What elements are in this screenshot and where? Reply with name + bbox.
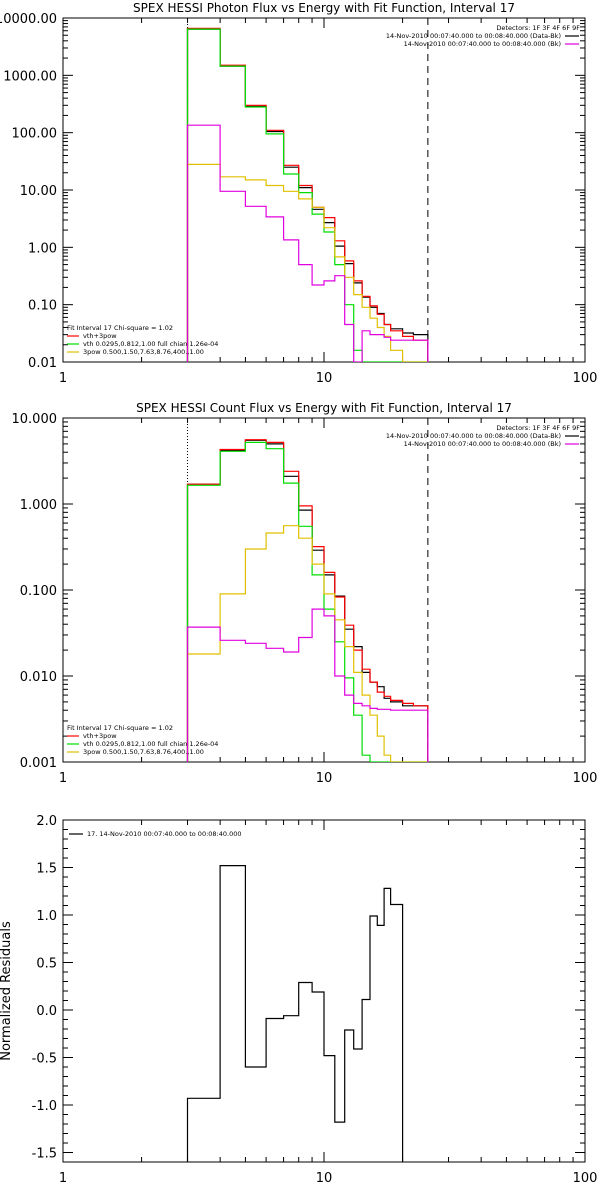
chart-title: SPEX HESSI Count Flux vs Energy with Fit… (136, 401, 512, 415)
y-tick-label: 0.001 (20, 756, 57, 771)
chart-title: SPEX HESSI Photon Flux vs Energy with Fi… (133, 1, 515, 15)
legend-entry: vth+3pow (83, 732, 117, 740)
y-tick-label: 100.00 (12, 127, 58, 142)
y-tick-label: 1.0 (36, 909, 57, 924)
series-line-vth-3pow (186, 27, 429, 362)
y-tick-label: 0.100 (20, 584, 57, 599)
x-tick-label: 100 (573, 771, 598, 786)
series-line-data-bk (186, 439, 429, 762)
x-tick-label: 100 (573, 371, 598, 386)
legend-entry: 14-Nov-2010 00:07:40.000 to 00:08:40.000… (386, 32, 561, 40)
series-line--bk- (186, 124, 429, 362)
x-tick-label: 1 (59, 1171, 67, 1186)
series-line-3pow (186, 163, 428, 362)
legend-entry: 14-Nov-2010 00:07:40.000 to 00:08:40.000… (404, 440, 561, 448)
series-line-3pow (186, 525, 428, 762)
legend-entry: vth+3pow (83, 332, 117, 340)
chart-3: 1 10 100 2.0 1.5 1.0 0.5 0.0 -0.5 -1.0 -1.5 Normali… (0, 814, 597, 1186)
chart-1: SPEX HESSI Photon Flux vs Energy with Fi… (0, 1, 597, 386)
y-tick-label: 0.010 (20, 670, 57, 685)
x-tick-label: 10 (316, 771, 333, 786)
plot-frame (62, 819, 586, 1163)
legend-entry: 14-Nov-2010 00:07:40.000 to 00:08:40.000… (404, 40, 561, 48)
y-tick-label: -0.5 (32, 1052, 57, 1067)
legend-entry: 14-Nov-2010 00:07:40.000 to 00:08:40.000… (386, 432, 561, 440)
x-tick-label: 1 (59, 771, 67, 786)
series-line-vth-3pow (186, 439, 429, 762)
y-tick-label: 1.00 (28, 241, 57, 256)
series-line-vth (186, 441, 428, 762)
series-line-vth (186, 28, 428, 362)
legend-entry: Detectors: 1F 3F 4F 6F 9F (496, 424, 580, 432)
series-line-17-14-nov-2010-00-07-40-000-to-00-08-40-000 (186, 865, 404, 1162)
y-tick-label: 10.000 (12, 412, 58, 427)
legend-entry: Fit Interval 17 Chi-square = 1.02 (67, 324, 173, 332)
legend-entry: Fit Interval 17 Chi-square = 1.02 (67, 724, 173, 732)
legend-entry: Detectors: 1F 3F 4F 6F 9F (496, 24, 580, 32)
y-tick-label: 2.0 (36, 814, 57, 829)
y-axis-label: Normalized Residuals (0, 921, 14, 1061)
x-tick-label: 10 (316, 371, 333, 386)
y-tick-label: 0.10 (28, 299, 57, 314)
x-tick-label: 1 (59, 371, 67, 386)
y-tick-label: 10.00 (20, 184, 57, 199)
y-tick-label: 1000.00 (3, 69, 57, 84)
x-tick-label: 10 (316, 1171, 333, 1186)
legend-entry: 17. 14-Nov-2010 00:07:40.000 to 00:08:40… (87, 830, 241, 838)
legend-entry: 3pow 0.500,1.50,7.63,8.76,400.,1.00 (83, 348, 204, 356)
legend-entry: vth 0.0295,0.812,1.00 full chian 1.26e-0… (83, 340, 218, 348)
y-tick-label: 1.5 (36, 862, 57, 877)
y-tick-label: 0.5 (36, 957, 57, 972)
y-tick-label: 1.000 (20, 498, 57, 513)
y-tick-label: 10000.00 (0, 12, 57, 27)
legend-entry: 3pow 0.500,1.50,7.63,8.76,400.,1.00 (83, 748, 204, 756)
y-tick-label: 0.0 (36, 1004, 57, 1019)
legend-entry: vth 0.0295,0.812,1.00 full chian 1.26e-0… (83, 740, 218, 748)
y-tick-label: -1.5 (32, 1147, 57, 1162)
series-line-data-bk (186, 28, 429, 362)
x-tick-label: 100 (573, 1171, 598, 1186)
series-line--bk- (186, 608, 429, 762)
plot-frame (62, 17, 586, 363)
y-tick-label: 0.01 (28, 356, 57, 371)
y-tick-label: -1.0 (32, 1099, 57, 1114)
chart-2: SPEX HESSI Count Flux vs Energy with Fit… (12, 401, 598, 786)
